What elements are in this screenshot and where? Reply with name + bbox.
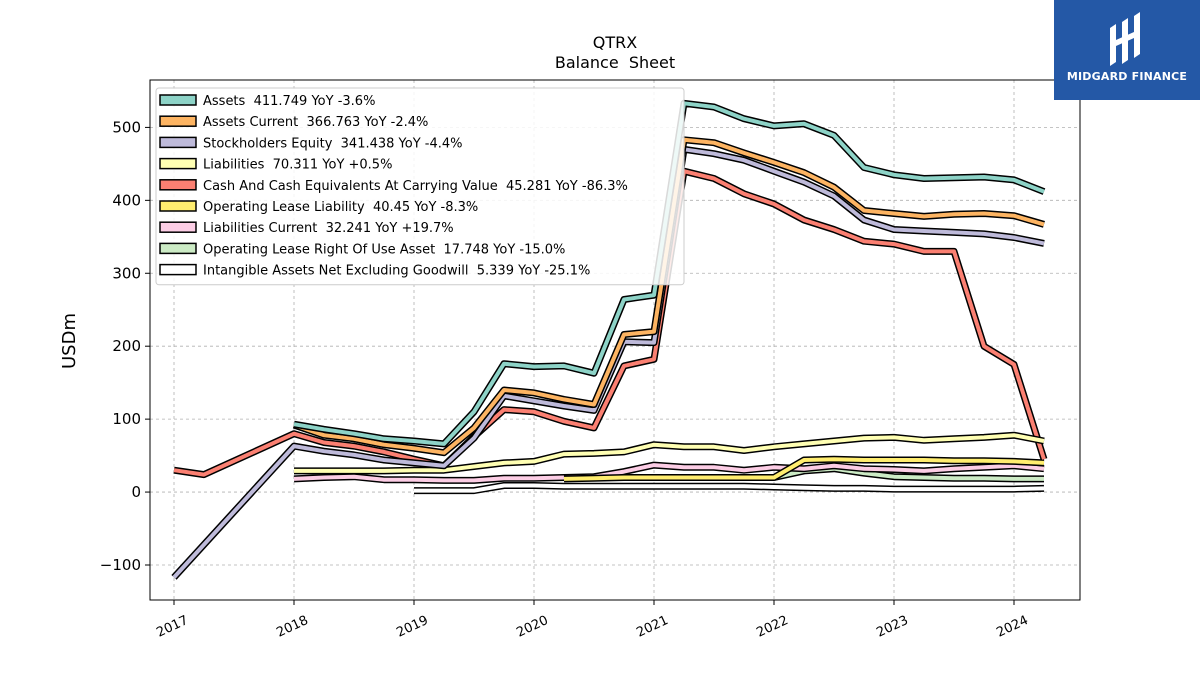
brand-name: MIDGARD FINANCE	[1066, 70, 1188, 83]
legend-entry: Operating Lease Liability 40.45 YoY -8.3…	[203, 200, 478, 215]
series-lines	[171, 99, 1048, 580]
legend-entry: Liabilities 70.311 YoY +0.5%	[203, 158, 392, 173]
legend-swatch	[159, 136, 197, 149]
legend-swatch	[159, 263, 197, 276]
y-axis-label: USDm	[59, 313, 80, 369]
legend-entry: Stockholders Equity 341.438 YoY -4.4%	[203, 136, 463, 151]
legend-swatch	[159, 242, 197, 255]
x-tick-label: 2023	[874, 613, 910, 641]
y-tick-label: 400	[112, 191, 141, 209]
x-tick-label: 2021	[634, 613, 670, 641]
chart-legend: Assets 411.749 YoY -3.6% Assets Current 3…	[155, 87, 685, 286]
legend-entry: Intangible Assets Net Excluding Goodwill…	[203, 264, 590, 279]
x-tick-label: 2019	[394, 613, 430, 641]
legend-entry: Cash And Cash Equivalents At Carrying Va…	[203, 179, 628, 194]
y-tick-label: 100	[112, 410, 141, 428]
chart-title: QTRX	[593, 33, 637, 52]
x-tick-label: 2020	[514, 613, 550, 641]
series-line	[414, 483, 1045, 493]
brand-logo: MIDGARD FINANCE	[1054, 0, 1200, 100]
series-line	[173, 169, 1046, 477]
legend-swatch	[159, 200, 197, 212]
plot-area-frame	[149, 79, 1081, 601]
chart-subtitle: Balance Sheet	[555, 53, 675, 72]
y-tick-label: 200	[112, 337, 141, 355]
legend-swatch	[159, 115, 197, 127]
x-tick-label: 2018	[274, 613, 310, 641]
legend-swatch	[159, 94, 197, 106]
series-line	[294, 433, 1045, 473]
legend-frame	[155, 87, 685, 286]
midgard-logo-icon	[1110, 12, 1140, 66]
x-tick-label: 2017	[154, 613, 190, 641]
legend-entry: Assets Current 366.763 YoY -2.4%	[203, 115, 428, 130]
legend-swatch	[159, 157, 197, 170]
y-tick-label: 500	[112, 118, 141, 136]
legend-swatch	[159, 221, 197, 233]
x-tick-label: 2022	[754, 613, 790, 641]
y-tick-label: 0	[131, 483, 141, 501]
legend-entry: Assets 411.749 YoY -3.6%	[203, 94, 375, 109]
series-line	[172, 147, 1045, 579]
series-line	[563, 457, 1045, 481]
series-line	[293, 463, 1045, 483]
y-tick-label: 300	[112, 264, 141, 282]
x-tick-label: 2024	[994, 613, 1030, 641]
legend-entry: Liabilities Current 32.241 YoY +19.7%	[203, 221, 454, 236]
y-tick-label: −100	[100, 556, 141, 574]
legend-entry: Operating Lease Right Of Use Asset 17.74…	[203, 242, 565, 257]
legend-swatch	[159, 179, 197, 191]
